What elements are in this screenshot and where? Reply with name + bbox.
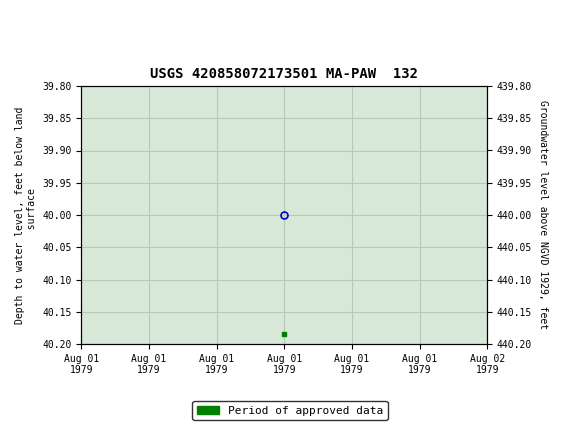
Y-axis label: Depth to water level, feet below land
  surface: Depth to water level, feet below land su…	[15, 106, 37, 324]
Text: ≈: ≈	[3, 12, 19, 31]
Text: USGS: USGS	[9, 12, 68, 31]
Y-axis label: Groundwater level above NGVD 1929, feet: Groundwater level above NGVD 1929, feet	[538, 101, 548, 329]
Legend: Period of approved data: Period of approved data	[193, 401, 387, 420]
Title: USGS 420858072173501 MA-PAW  132: USGS 420858072173501 MA-PAW 132	[150, 67, 418, 81]
